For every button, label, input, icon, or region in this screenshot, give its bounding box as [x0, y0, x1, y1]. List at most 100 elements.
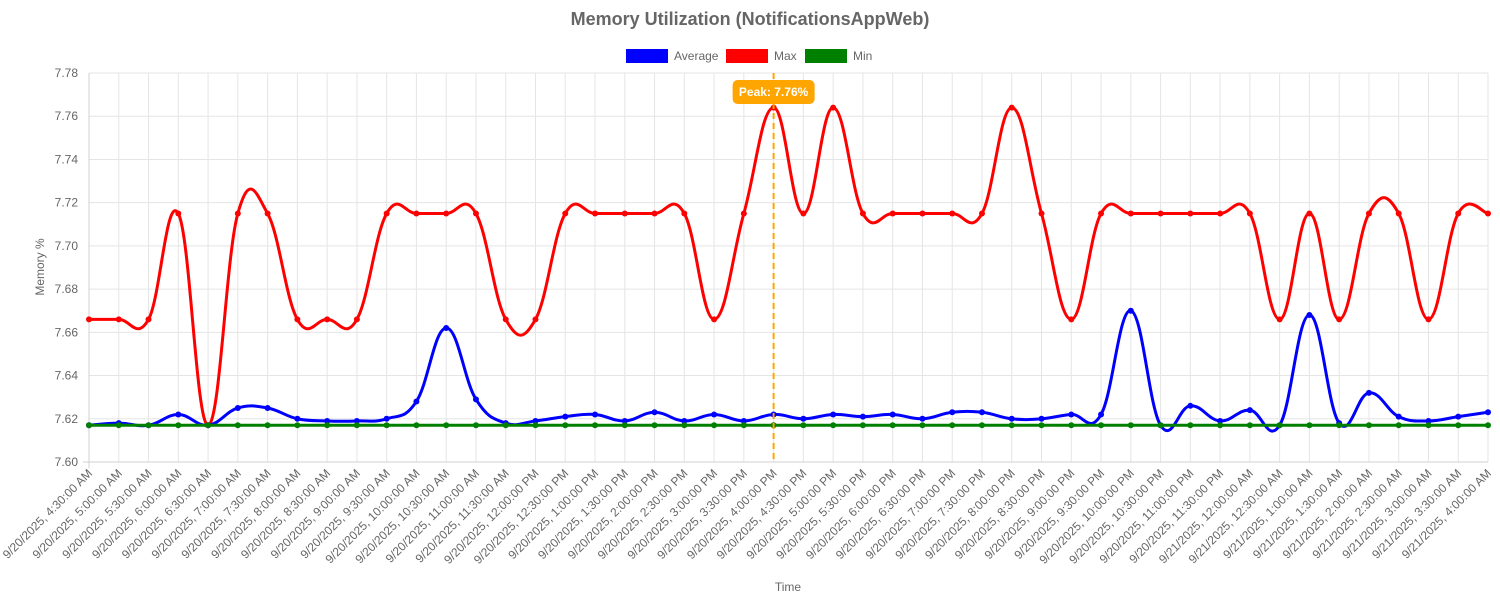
data-point[interactable]	[740, 210, 747, 217]
data-point[interactable]	[353, 422, 360, 429]
data-point[interactable]	[1008, 422, 1015, 429]
data-point[interactable]	[949, 409, 956, 416]
data-point[interactable]	[1395, 210, 1402, 217]
data-point[interactable]	[800, 210, 807, 217]
data-point[interactable]	[978, 409, 985, 416]
data-point[interactable]	[740, 417, 747, 424]
data-point[interactable]	[532, 417, 539, 424]
data-point[interactable]	[889, 210, 896, 217]
data-point[interactable]	[1038, 415, 1045, 422]
data-point[interactable]	[859, 422, 866, 429]
data-point[interactable]	[1098, 210, 1105, 217]
legend[interactable]: Average Max Min	[626, 49, 872, 63]
data-point[interactable]	[592, 411, 599, 418]
data-point[interactable]	[651, 422, 658, 429]
data-point[interactable]	[383, 415, 390, 422]
data-point[interactable]	[115, 422, 122, 429]
data-point[interactable]	[175, 210, 182, 217]
data-point[interactable]	[1246, 407, 1253, 414]
data-point[interactable]	[830, 422, 837, 429]
data-point[interactable]	[740, 422, 747, 429]
data-point[interactable]	[502, 316, 509, 323]
data-point[interactable]	[1336, 422, 1343, 429]
data-point[interactable]	[621, 210, 628, 217]
data-point[interactable]	[681, 422, 688, 429]
data-point[interactable]	[324, 417, 331, 424]
data-point[interactable]	[294, 415, 301, 422]
data-point[interactable]	[1276, 422, 1283, 429]
data-point[interactable]	[711, 411, 718, 418]
data-point[interactable]	[1038, 210, 1045, 217]
data-point[interactable]	[1425, 422, 1432, 429]
data-point[interactable]	[443, 422, 450, 429]
data-point[interactable]	[115, 316, 122, 323]
data-point[interactable]	[472, 396, 479, 403]
data-point[interactable]	[234, 422, 241, 429]
data-point[interactable]	[830, 411, 837, 418]
data-point[interactable]	[502, 422, 509, 429]
legend-item-max[interactable]: Max	[726, 49, 797, 63]
data-point[interactable]	[621, 422, 628, 429]
data-point[interactable]	[1217, 210, 1224, 217]
data-point[interactable]	[1187, 210, 1194, 217]
data-point[interactable]	[383, 210, 390, 217]
data-point[interactable]	[353, 316, 360, 323]
data-point[interactable]	[1068, 316, 1075, 323]
data-point[interactable]	[592, 422, 599, 429]
data-point[interactable]	[949, 210, 956, 217]
data-point[interactable]	[413, 210, 420, 217]
data-point[interactable]	[1306, 210, 1313, 217]
data-point[interactable]	[1395, 413, 1402, 420]
data-point[interactable]	[621, 417, 628, 424]
data-point[interactable]	[1187, 422, 1194, 429]
data-point[interactable]	[1306, 422, 1313, 429]
data-point[interactable]	[1365, 422, 1372, 429]
data-point[interactable]	[1485, 409, 1491, 416]
data-point[interactable]	[1127, 210, 1134, 217]
data-point[interactable]	[472, 210, 479, 217]
data-point[interactable]	[859, 413, 866, 420]
data-point[interactable]	[562, 210, 569, 217]
data-point[interactable]	[145, 316, 152, 323]
data-point[interactable]	[1157, 422, 1164, 429]
data-point[interactable]	[1395, 422, 1402, 429]
data-point[interactable]	[1485, 210, 1491, 217]
data-point[interactable]	[919, 415, 926, 422]
data-point[interactable]	[1336, 316, 1343, 323]
data-point[interactable]	[562, 422, 569, 429]
data-point[interactable]	[651, 210, 658, 217]
data-point[interactable]	[1365, 210, 1372, 217]
data-point[interactable]	[1068, 411, 1075, 418]
data-point[interactable]	[978, 422, 985, 429]
data-point[interactable]	[859, 210, 866, 217]
legend-item-min[interactable]: Min	[805, 49, 872, 63]
data-point[interactable]	[889, 422, 896, 429]
data-point[interactable]	[800, 415, 807, 422]
data-point[interactable]	[711, 316, 718, 323]
data-point[interactable]	[86, 422, 92, 429]
data-point[interactable]	[1157, 210, 1164, 217]
data-point[interactable]	[1008, 104, 1015, 111]
data-point[interactable]	[800, 422, 807, 429]
data-point[interactable]	[383, 422, 390, 429]
data-point[interactable]	[294, 422, 301, 429]
data-point[interactable]	[1098, 422, 1105, 429]
data-point[interactable]	[324, 316, 331, 323]
data-point[interactable]	[1425, 417, 1432, 424]
data-point[interactable]	[1485, 422, 1491, 429]
data-point[interactable]	[592, 210, 599, 217]
data-point[interactable]	[1008, 415, 1015, 422]
data-point[interactable]	[919, 210, 926, 217]
data-point[interactable]	[532, 422, 539, 429]
data-point[interactable]	[1217, 417, 1224, 424]
data-point[interactable]	[1127, 422, 1134, 429]
data-point[interactable]	[1455, 413, 1462, 420]
data-point[interactable]	[1246, 422, 1253, 429]
data-point[interactable]	[711, 422, 718, 429]
data-point[interactable]	[175, 422, 182, 429]
data-point[interactable]	[681, 417, 688, 424]
data-point[interactable]	[1217, 422, 1224, 429]
data-point[interactable]	[413, 398, 420, 405]
data-point[interactable]	[889, 411, 896, 418]
data-point[interactable]	[294, 316, 301, 323]
